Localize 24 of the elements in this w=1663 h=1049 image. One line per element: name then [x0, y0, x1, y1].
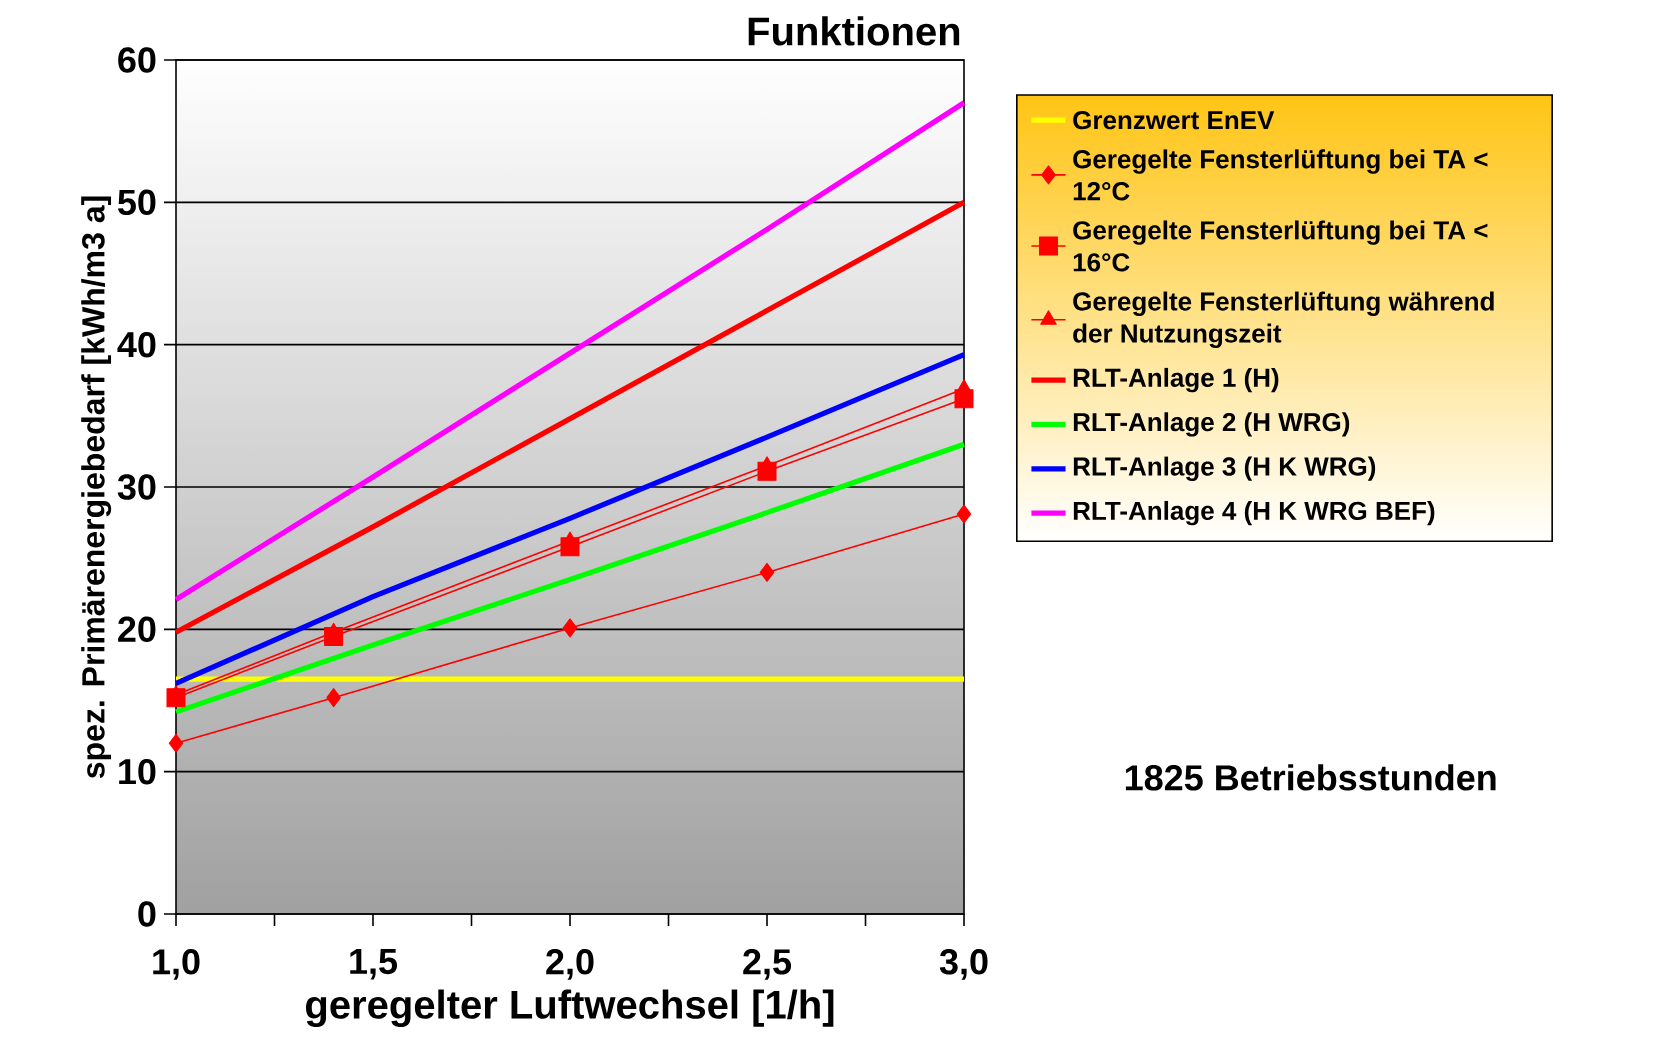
legend-label: Geregelte Fensterlüftung bei TA < 16°C: [1073, 220, 1488, 272]
y-tick-label: 40: [117, 331, 156, 358]
legend-label: RLT-Anlage 4 (H K WRG BEF): [1073, 500, 1435, 526]
x-axis-title: geregelter Luftwechsel [1/h]: [306, 989, 834, 1027]
y-tick-label: 20: [118, 616, 156, 643]
chart-title: Funktionen: [748, 16, 960, 46]
x-tick-label: 2,5: [743, 949, 792, 980]
legend-label: Geregelte Fensterlüftung während der Nutzungszeit: [1073, 291, 1494, 348]
x-tick-label: 1,5: [350, 949, 398, 980]
y-axis-title: spez. Primärenergiebedarf [kWh/m3 a]: [81, 196, 112, 779]
x-tick-label: 3,0: [939, 949, 988, 980]
y-tick-label: 10: [119, 758, 156, 785]
legend-label: RLT-Anlage 1 (H): [1073, 367, 1279, 393]
text: 1825 Betriebsstunden: [1125, 764, 1496, 791]
legend-label: RLT-Anlage 3 (H K WRG): [1073, 456, 1376, 481]
legend-label: Grenzwert EnEV: [1073, 110, 1275, 130]
legend-label: Geregelte Fensterlüftung bei TA < 12°C: [1073, 149, 1488, 201]
y-tick-label: 50: [117, 189, 156, 216]
y-tick-label: 0: [138, 901, 156, 927]
y-tick-label: 30: [117, 474, 156, 500]
x-tick-label: 1,0: [153, 949, 200, 980]
x-tick-label: 2,0: [546, 949, 594, 980]
y-tick-label: 60: [118, 47, 156, 73]
legend-label: RLT-Anlage 2 (H WRG): [1073, 412, 1350, 437]
